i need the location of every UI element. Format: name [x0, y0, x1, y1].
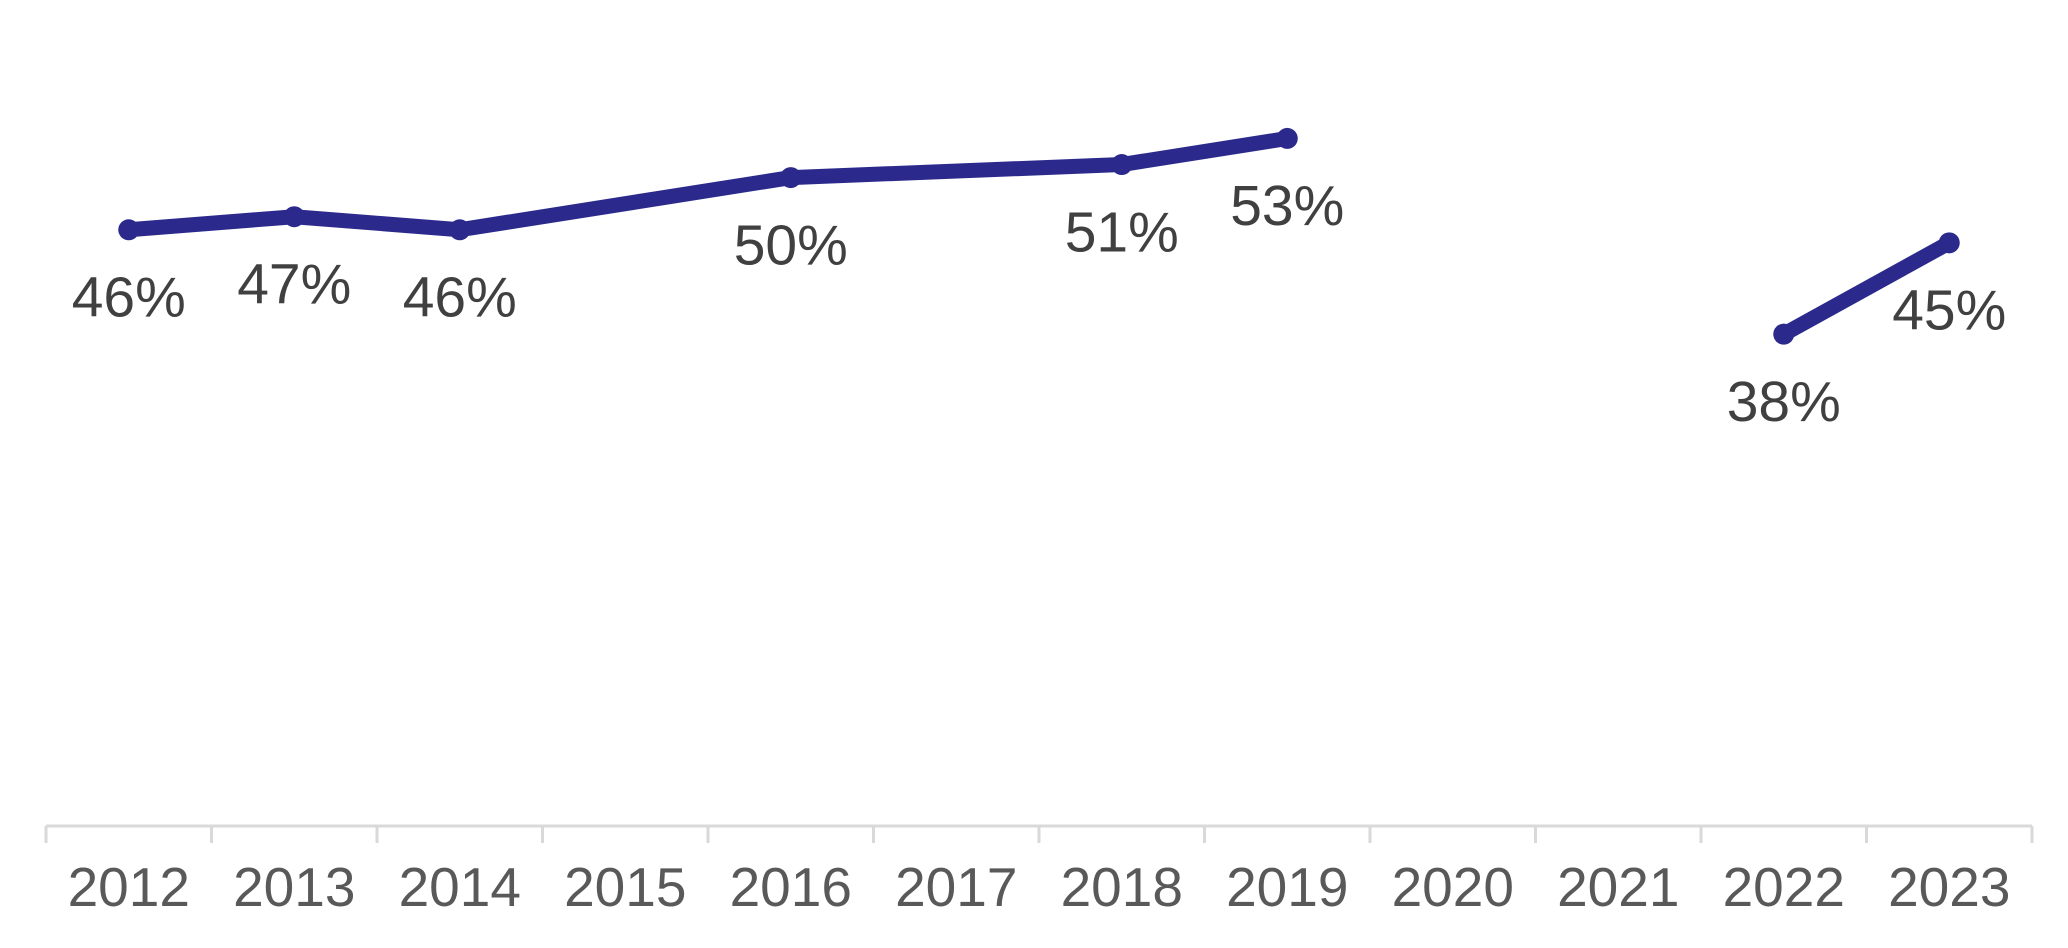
x-axis-label: 2017 — [895, 856, 1017, 918]
data-point-label: 46% — [72, 266, 186, 330]
data-point-marker — [1938, 232, 1960, 254]
data-point-marker — [1111, 154, 1133, 176]
x-axis-label: 2016 — [730, 856, 852, 918]
data-point-label: 50% — [734, 213, 848, 277]
x-axis-label: 2015 — [564, 856, 686, 918]
data-point-label: 38% — [1727, 370, 1841, 434]
data-point-label: 46% — [403, 266, 517, 330]
data-point-marker — [449, 219, 471, 241]
data-point-label: 45% — [1892, 279, 2006, 343]
trend-line-segment — [121, 130, 1295, 238]
x-axis-label: 2018 — [1061, 856, 1183, 918]
x-axis-label: 2013 — [233, 856, 355, 918]
data-point-label: 47% — [237, 253, 351, 317]
data-point-marker — [780, 167, 802, 189]
x-axis-label: 2014 — [399, 856, 521, 918]
data-point-marker — [118, 219, 140, 241]
x-axis-label: 2020 — [1392, 856, 1514, 918]
data-point-marker — [283, 206, 305, 228]
x-axis-label: 2023 — [1888, 856, 2010, 918]
data-point-label: 51% — [1065, 200, 1179, 264]
x-axis-label: 2019 — [1226, 856, 1348, 918]
data-point-marker — [1773, 323, 1795, 345]
data-point-label: 53% — [1230, 174, 1344, 238]
data-point-marker — [1276, 127, 1298, 149]
x-axis-label: 2012 — [68, 856, 190, 918]
x-axis-label: 2022 — [1723, 856, 1845, 918]
trend-line-segment — [1776, 235, 1957, 342]
x-axis-label: 2021 — [1557, 856, 1679, 918]
